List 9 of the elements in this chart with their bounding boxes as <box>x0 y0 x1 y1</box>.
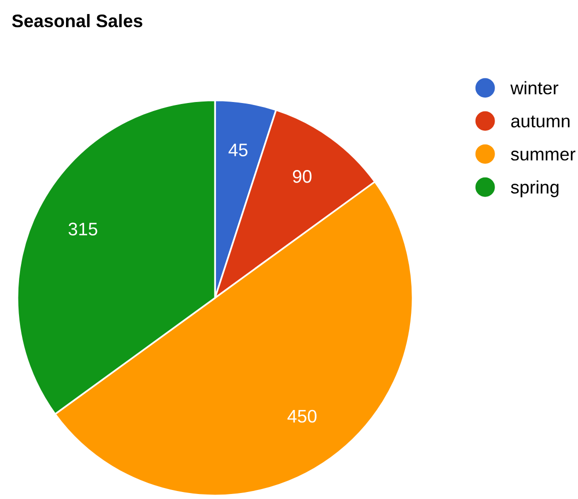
data-label: 45 <box>228 144 248 156</box>
data-label: 315 <box>68 222 98 236</box>
chart-title: Seasonal Sales <box>12 14 142 28</box>
data-label: 450 <box>287 410 316 423</box>
legend-label: autumn <box>511 116 570 128</box>
legend-label: summer <box>510 150 576 161</box>
data-label: 90 <box>292 170 312 183</box>
legend-label: spring <box>510 180 558 198</box>
legend-label: winter <box>510 81 558 94</box>
